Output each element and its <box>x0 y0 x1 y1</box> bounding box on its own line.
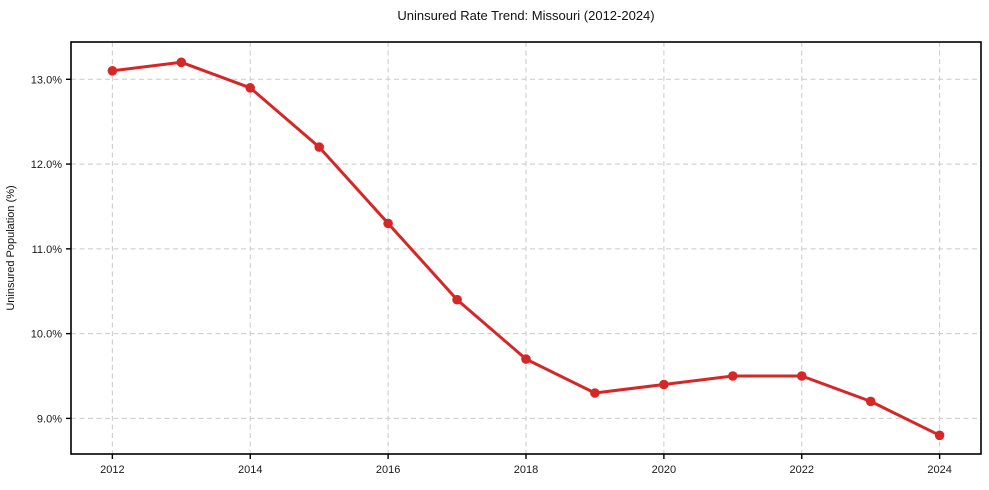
data-point-marker <box>521 354 531 364</box>
data-point-marker <box>176 57 187 68</box>
data-point-marker <box>590 388 600 398</box>
data-point-marker <box>797 371 807 381</box>
y-tick-label: 11.0% <box>32 244 63 256</box>
data-point-marker <box>245 83 255 93</box>
data-point-marker <box>452 294 462 305</box>
data-point-marker <box>934 430 945 441</box>
data-point-marker <box>383 218 393 229</box>
y-tick-label: 9.0% <box>37 413 62 425</box>
y-tick-label: 12.0% <box>31 159 62 171</box>
data-point-marker <box>659 379 669 390</box>
data-point-marker <box>314 142 325 152</box>
data-point-marker <box>728 371 738 381</box>
chart-title: Uninsured Rate Trend: Missouri (2012-202… <box>397 8 654 23</box>
data-point-marker <box>107 66 118 76</box>
x-tick-label: 2022 <box>790 464 814 476</box>
tick-layer <box>66 78 941 459</box>
x-tick-label: 2024 <box>927 464 951 476</box>
plot-border <box>70 41 982 455</box>
x-tick-label: 2014 <box>238 464 262 476</box>
x-tick-label: 2012 <box>100 464 124 476</box>
x-tick-label: 2016 <box>376 464 400 476</box>
x-tick-label: 2020 <box>652 464 676 476</box>
data-point-marker <box>865 396 876 407</box>
grid-layer <box>71 42 981 454</box>
x-tick-label: 2018 <box>514 464 538 476</box>
y-axis-label: Uninsured Population (%) <box>5 185 17 310</box>
series-layer <box>107 57 945 441</box>
tick-label-layer: 9.0% 10.0% 11.0% 12.0% 13.0% 2012 2014 2016 2018… <box>31 74 952 476</box>
y-tick-label: 13.0% <box>31 74 62 86</box>
y-tick-label: 10.0% <box>31 329 62 341</box>
